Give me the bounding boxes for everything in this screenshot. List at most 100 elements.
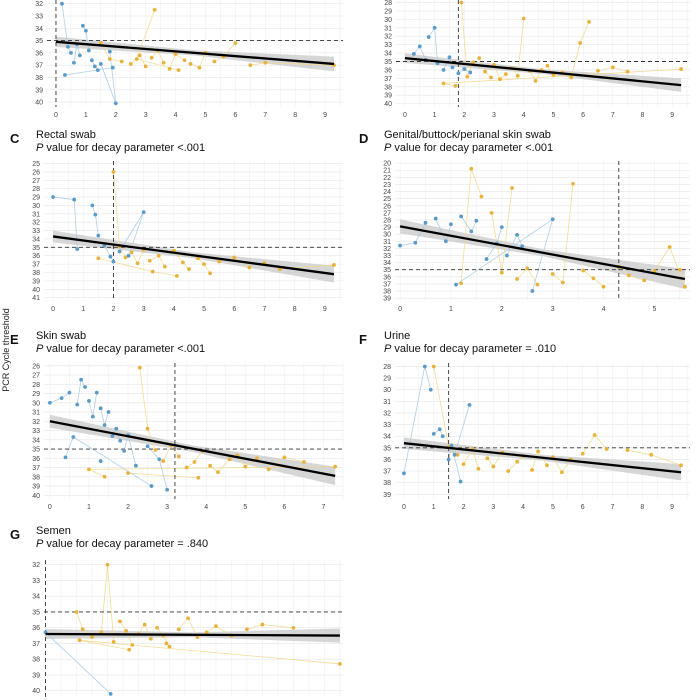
data-point-b [461,462,466,467]
data-point-b [498,77,502,82]
data-point-b [485,456,490,461]
data-point-b [77,638,82,643]
trajectory-line-a [454,404,470,455]
data-point-b [601,284,606,289]
data-point-b [181,260,185,265]
trajectory-line-b [501,187,513,273]
data-point-a [422,364,427,369]
trajectory-line-b [443,83,456,87]
y-tick-label: 30 [383,387,391,394]
data-point-b [123,255,128,260]
y-tick-label: 36 [383,274,391,281]
y-tick-label: 36 [32,456,40,463]
x-tick-label: 2 [112,306,116,313]
trajectory-line-b [443,68,682,84]
data-point-b [129,250,134,255]
y-tick-label: 34 [32,594,40,601]
data-point-b [186,616,190,621]
data-point-a [157,457,162,462]
trajectory-line-a [128,212,145,256]
data-point-b [184,465,189,470]
data-point-a [113,101,118,106]
data-point-a [67,390,72,395]
data-point-a [454,282,458,287]
trajectory-line-b [552,273,564,283]
x-tick-label: 5 [204,112,208,119]
y-tick-label: 37 [383,469,391,476]
trajectory-line-b [463,448,473,465]
data-point-a [468,70,473,75]
data-point-a [80,23,85,28]
y-tick-label: 29 [383,225,391,232]
y-tick-label: 33 [35,13,43,20]
data-point-a [411,52,416,56]
data-point-a [118,438,123,443]
trajectory-line-b [618,266,630,276]
trajectory-line-b [178,618,189,630]
data-point-b [149,55,154,60]
y-tick-label: 35 [35,38,43,45]
trajectory-line-b [531,451,539,471]
y-tick-label: 40 [32,287,40,294]
data-point-b [491,464,496,469]
y-tick-label: 31 [384,25,392,32]
y-tick-label: 39 [383,296,391,303]
y-tick-label: 29 [384,8,392,15]
x-tick-label: 6 [233,112,237,119]
trajectory-line-a [53,196,75,200]
x-tick-label: 6 [581,504,585,511]
data-point-a [79,377,84,382]
data-point-a [93,212,98,217]
data-point-b [74,610,79,614]
trajectory-line-a [76,44,81,56]
trajectory-line-b [507,461,518,472]
x-tick-label: 3 [142,306,146,313]
x-tick-label: 7 [263,112,267,119]
trajectory-line-a [104,411,109,426]
data-point-b [459,0,464,5]
y-tick-label: 34 [32,437,40,444]
data-point-a [83,28,88,33]
data-point-b [476,466,481,471]
y-tick-label: 36 [384,67,392,74]
trajectory-line-a [451,445,461,482]
data-point-b [604,447,609,451]
y-tick-label: 29 [32,391,40,398]
y-tick-label: 38 [32,270,40,277]
y-tick-label: 30 [32,400,40,407]
y-tick-label: 30 [383,232,391,239]
y-tick-label: 35 [32,609,40,616]
y-tick-label: 32 [32,562,40,569]
y-tick-label: 39 [35,87,43,94]
panel-title: Genital/buttock/perianal skin swab [384,129,551,141]
data-point-a [51,195,55,199]
x-tick-label: 2 [114,112,118,119]
trajectory-line-b [582,270,594,279]
trajectory-line-a [127,435,137,466]
trajectory-line-a [455,218,553,285]
data-point-a [108,691,113,696]
trajectory-line-a [424,366,432,390]
data-point-b [625,448,630,453]
x-tick-label: 5 [551,112,555,119]
data-point-b [277,267,282,272]
data-point-b [533,78,538,83]
trajectory-line-a [123,435,129,451]
panel-subtitle-text: value for decay parameter <.001 [43,343,205,355]
data-point-a [449,443,454,448]
data-point-b [431,364,436,369]
y-tick-label: 38 [383,289,391,296]
data-point-b [232,255,237,260]
data-point-a [110,65,115,70]
trajectory-line-b [529,70,536,82]
x-tick-label: 3 [551,306,555,313]
x-tick-label: 7 [322,504,326,511]
x-tick-label: 1 [84,112,88,119]
data-point-b [124,628,129,633]
panel-letter: E [10,332,19,347]
data-point-b [469,166,474,171]
data-point-b [465,74,470,79]
data-point-b [176,68,181,73]
data-point-b [227,457,232,462]
